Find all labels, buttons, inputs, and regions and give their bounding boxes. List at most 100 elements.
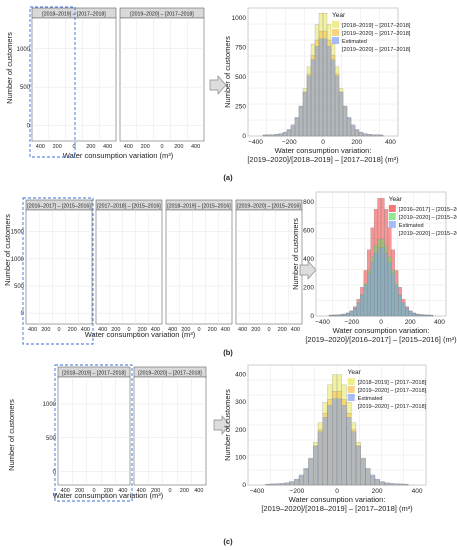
histogram-bar	[266, 134, 272, 137]
legend-label: [2019–2020] – [2017–2018]	[342, 47, 411, 53]
x-tick-label: 200	[138, 327, 147, 333]
histogram-bar	[393, 483, 399, 486]
legend-label: [2019–2020] – [2015–2016]	[399, 215, 457, 221]
x-tick-label: 200	[251, 327, 260, 333]
facet-plot-area	[119, 17, 205, 142]
histogram-bar	[358, 131, 364, 137]
histogram-bar	[378, 134, 384, 137]
legend-label: [2018–2019] – [2017–2018]	[358, 380, 427, 386]
y-tick-label: 300	[235, 399, 246, 406]
combined-chart-c: 0 100 200 300 400 −400 −200 0 200 400 Number of cu…	[223, 364, 427, 513]
facet-plot-area	[31, 17, 117, 142]
histogram-bar	[290, 124, 296, 137]
x-tick-label: 400	[291, 327, 300, 333]
x-tick-label: −400	[250, 488, 265, 495]
panel-label-a: (a)	[223, 173, 233, 182]
x-tick-label: −400	[315, 319, 330, 326]
histogram-bar	[408, 311, 413, 317]
legend-swatch	[332, 29, 339, 36]
x-tick-label: 400	[28, 327, 37, 333]
legend-label: [2019–2020] – [2017–2018]	[358, 388, 427, 394]
x-tick-label: 0	[92, 488, 95, 494]
x-tick-label: 200	[181, 327, 190, 333]
x-tick-label: 200	[141, 144, 150, 150]
histogram-bar	[346, 313, 350, 317]
histogram-bar	[360, 295, 364, 317]
histogram-bar	[330, 59, 336, 137]
histogram-bar	[327, 405, 333, 486]
facet-undefined: [2018–2019] – [2015–2016] 400 200 0 200 400	[165, 199, 233, 333]
facet-undefined: [2018–2019] – [2017–2018] 0 500 1000 400 200 0…	[17, 7, 117, 150]
legend-swatch	[388, 213, 396, 220]
facet-y-axis-label: Number of customers	[5, 32, 14, 104]
y-tick-label: 500	[20, 85, 31, 91]
histogram-bar	[275, 483, 281, 486]
facet-strip-label: [2017–2018] – [2015–2016]	[97, 204, 161, 210]
histogram-bar	[346, 116, 352, 137]
histogram-bar	[342, 314, 347, 317]
combined-chart-a: 0 250 500 750 1000 −400 −200 0 200 400 Number of c…	[223, 7, 411, 164]
x-tick-label: 200	[208, 327, 217, 333]
facet-x-axis-label: Water consumption variation (m³)	[85, 330, 196, 339]
x-tick-label: 200	[180, 488, 189, 494]
y-tick-label: 1500	[11, 230, 25, 236]
x-tick-label: 200	[68, 327, 77, 333]
histogram-bar	[425, 315, 430, 317]
x-tick-label: 0	[72, 144, 75, 150]
x-tick-label: 400	[238, 327, 247, 333]
facet-plot-area	[95, 209, 163, 325]
y-tick-label: 250	[235, 104, 246, 111]
histogram-bar	[412, 313, 416, 317]
arrow-icon-b	[299, 260, 317, 280]
histogram-bar	[356, 302, 361, 317]
facet-y-axis-label: Number of customers	[3, 214, 12, 286]
facet-undefined: [2017–2018] – [2015–2016] 400 200 0 200 400	[95, 199, 163, 333]
histogram-bar	[306, 75, 312, 137]
histogram-bar	[370, 262, 375, 317]
dashed-highlight	[29, 6, 76, 158]
x-tick-label: 200	[53, 144, 62, 150]
histogram-bar	[362, 133, 368, 137]
facet-plot-area	[133, 376, 207, 486]
legend-swatch	[388, 205, 396, 212]
y-axis-label: Number of customers	[223, 389, 232, 461]
histogram-bar	[308, 458, 314, 486]
histogram-bar	[366, 134, 372, 137]
facet-y-axis-label: Number of customers	[7, 399, 16, 471]
x-tick-label: 400	[412, 488, 423, 495]
legend-swatch	[332, 21, 339, 28]
facet-plot-area	[57, 376, 131, 486]
histogram-bar	[370, 134, 376, 137]
histogram-bar	[365, 468, 371, 486]
histogram-bar	[328, 315, 333, 317]
histogram-bar	[322, 417, 328, 486]
histogram-bar	[384, 253, 389, 317]
histogram-bar	[310, 59, 316, 137]
histogram-bar	[270, 134, 276, 137]
histogram-bar	[262, 134, 268, 137]
panel-label-c: (c)	[223, 537, 233, 546]
x-tick-label: 0	[267, 327, 270, 333]
legend-swatch	[347, 386, 355, 393]
x-tick-label: 200	[104, 488, 113, 494]
x-tick-label: 400	[168, 327, 177, 333]
histogram-bar	[349, 311, 354, 317]
histogram-bar	[389, 483, 395, 486]
histogram-bar	[380, 247, 385, 317]
y-tick-label: 400	[303, 256, 314, 263]
histogram-bar	[351, 431, 357, 486]
legend-swatch	[347, 378, 355, 385]
x-tick-label: −200	[290, 488, 305, 495]
x-tick-label: 200	[405, 319, 416, 326]
x-tick-label: 400	[191, 144, 200, 150]
histogram-bar	[354, 129, 360, 137]
legend-title: Year	[348, 369, 362, 376]
histogram-bar	[286, 129, 292, 137]
histogram-bar	[360, 458, 366, 486]
y-tick-label: 200	[303, 284, 314, 291]
y-tick-label: 750	[235, 45, 246, 52]
facet-undefined: [2019–2020] – [2017–2018] 400 200 0 200 400	[133, 366, 207, 494]
histogram-bar	[419, 314, 423, 317]
x-tick-label: 0	[160, 144, 163, 150]
